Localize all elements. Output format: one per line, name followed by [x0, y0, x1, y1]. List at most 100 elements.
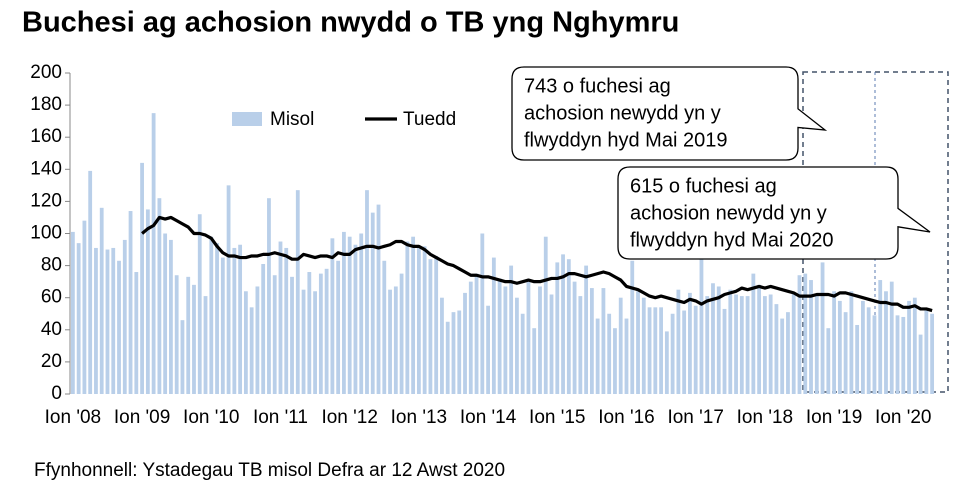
bar — [912, 297, 917, 394]
bar — [82, 220, 87, 394]
x-tick-label: Ion '17 — [667, 407, 723, 428]
bar — [480, 233, 485, 394]
bar — [342, 231, 346, 394]
bar — [509, 265, 514, 394]
bar — [739, 296, 744, 394]
bar — [676, 289, 681, 394]
bar — [555, 262, 560, 394]
bar — [399, 273, 404, 394]
bar — [895, 315, 900, 394]
bar — [907, 300, 911, 394]
bar — [664, 331, 669, 394]
source: Ffynhonnell: Ystadegau TB misol Defra ar… — [34, 460, 505, 481]
bar — [814, 294, 819, 394]
bar — [878, 280, 883, 394]
bar — [405, 241, 410, 394]
bar — [751, 273, 756, 394]
bar — [324, 268, 329, 394]
bar — [243, 291, 248, 394]
bar — [99, 207, 104, 394]
bar — [411, 236, 416, 394]
bar — [428, 259, 433, 394]
bar — [76, 243, 81, 394]
bar — [515, 297, 519, 394]
bar — [267, 198, 271, 394]
bar — [809, 280, 813, 394]
bar — [716, 286, 721, 394]
bar — [762, 296, 767, 394]
bar — [122, 239, 127, 394]
bar — [295, 190, 300, 394]
bar — [843, 312, 848, 394]
bar — [757, 284, 762, 394]
bar — [474, 273, 479, 394]
bar — [151, 113, 156, 394]
bar — [105, 249, 110, 394]
bar — [457, 310, 462, 394]
bar — [370, 212, 375, 394]
bar — [711, 283, 715, 394]
bar — [434, 255, 439, 394]
bar — [797, 275, 802, 394]
bar — [226, 185, 231, 394]
bar — [832, 291, 836, 394]
bar — [924, 310, 929, 394]
bar — [826, 328, 831, 394]
bar — [503, 286, 508, 394]
bar — [94, 247, 98, 394]
bar — [353, 244, 358, 394]
bar — [688, 292, 692, 394]
bar — [670, 313, 675, 394]
x-tick-label: Ion '08 — [45, 407, 101, 428]
bar — [647, 307, 652, 394]
bar — [630, 260, 635, 394]
bar — [382, 260, 387, 394]
trend-line — [141, 215, 933, 313]
bar — [855, 324, 860, 394]
bar — [169, 239, 173, 394]
bar — [186, 276, 191, 394]
bar — [682, 310, 687, 394]
bar — [393, 286, 398, 394]
callout — [617, 166, 931, 260]
x-tick-label: Ion '12 — [321, 407, 377, 428]
y-tick-label: 0 — [51, 383, 62, 404]
bar — [653, 307, 658, 394]
bar — [238, 244, 243, 394]
legend-label: Tuedd — [403, 109, 456, 130]
bar — [699, 259, 704, 394]
x-tick-label: Ion '18 — [737, 407, 793, 428]
bar — [192, 284, 196, 394]
bar — [618, 297, 623, 394]
bar — [884, 291, 888, 394]
bar — [88, 170, 93, 394]
bar — [249, 307, 254, 394]
bar — [791, 292, 796, 394]
bar — [861, 300, 865, 394]
bar — [636, 291, 640, 394]
bar — [538, 286, 542, 394]
bar — [330, 238, 335, 394]
x-tick-label: Ion '09 — [114, 407, 170, 428]
y-tick-label: 180 — [30, 94, 62, 115]
bar — [849, 291, 854, 394]
bar — [734, 294, 738, 394]
bar — [930, 313, 935, 394]
y-tick-label: 140 — [30, 158, 62, 179]
y-tick-label: 80 — [41, 255, 62, 276]
bar — [837, 300, 842, 394]
bar — [889, 281, 894, 394]
y-tick-label: 200 — [30, 62, 62, 83]
bar — [307, 272, 312, 394]
y-tick-label: 100 — [30, 223, 62, 244]
y-tick-label: 60 — [41, 287, 62, 308]
x-tick-label: Ion '14 — [460, 407, 517, 428]
bar — [918, 334, 923, 394]
bar — [140, 162, 144, 394]
callout-text: 743 o fuchesi ag — [524, 75, 671, 97]
x-tick-label: Ion '15 — [529, 407, 585, 428]
bar — [197, 214, 202, 394]
bar — [128, 211, 133, 394]
bar — [566, 259, 571, 394]
